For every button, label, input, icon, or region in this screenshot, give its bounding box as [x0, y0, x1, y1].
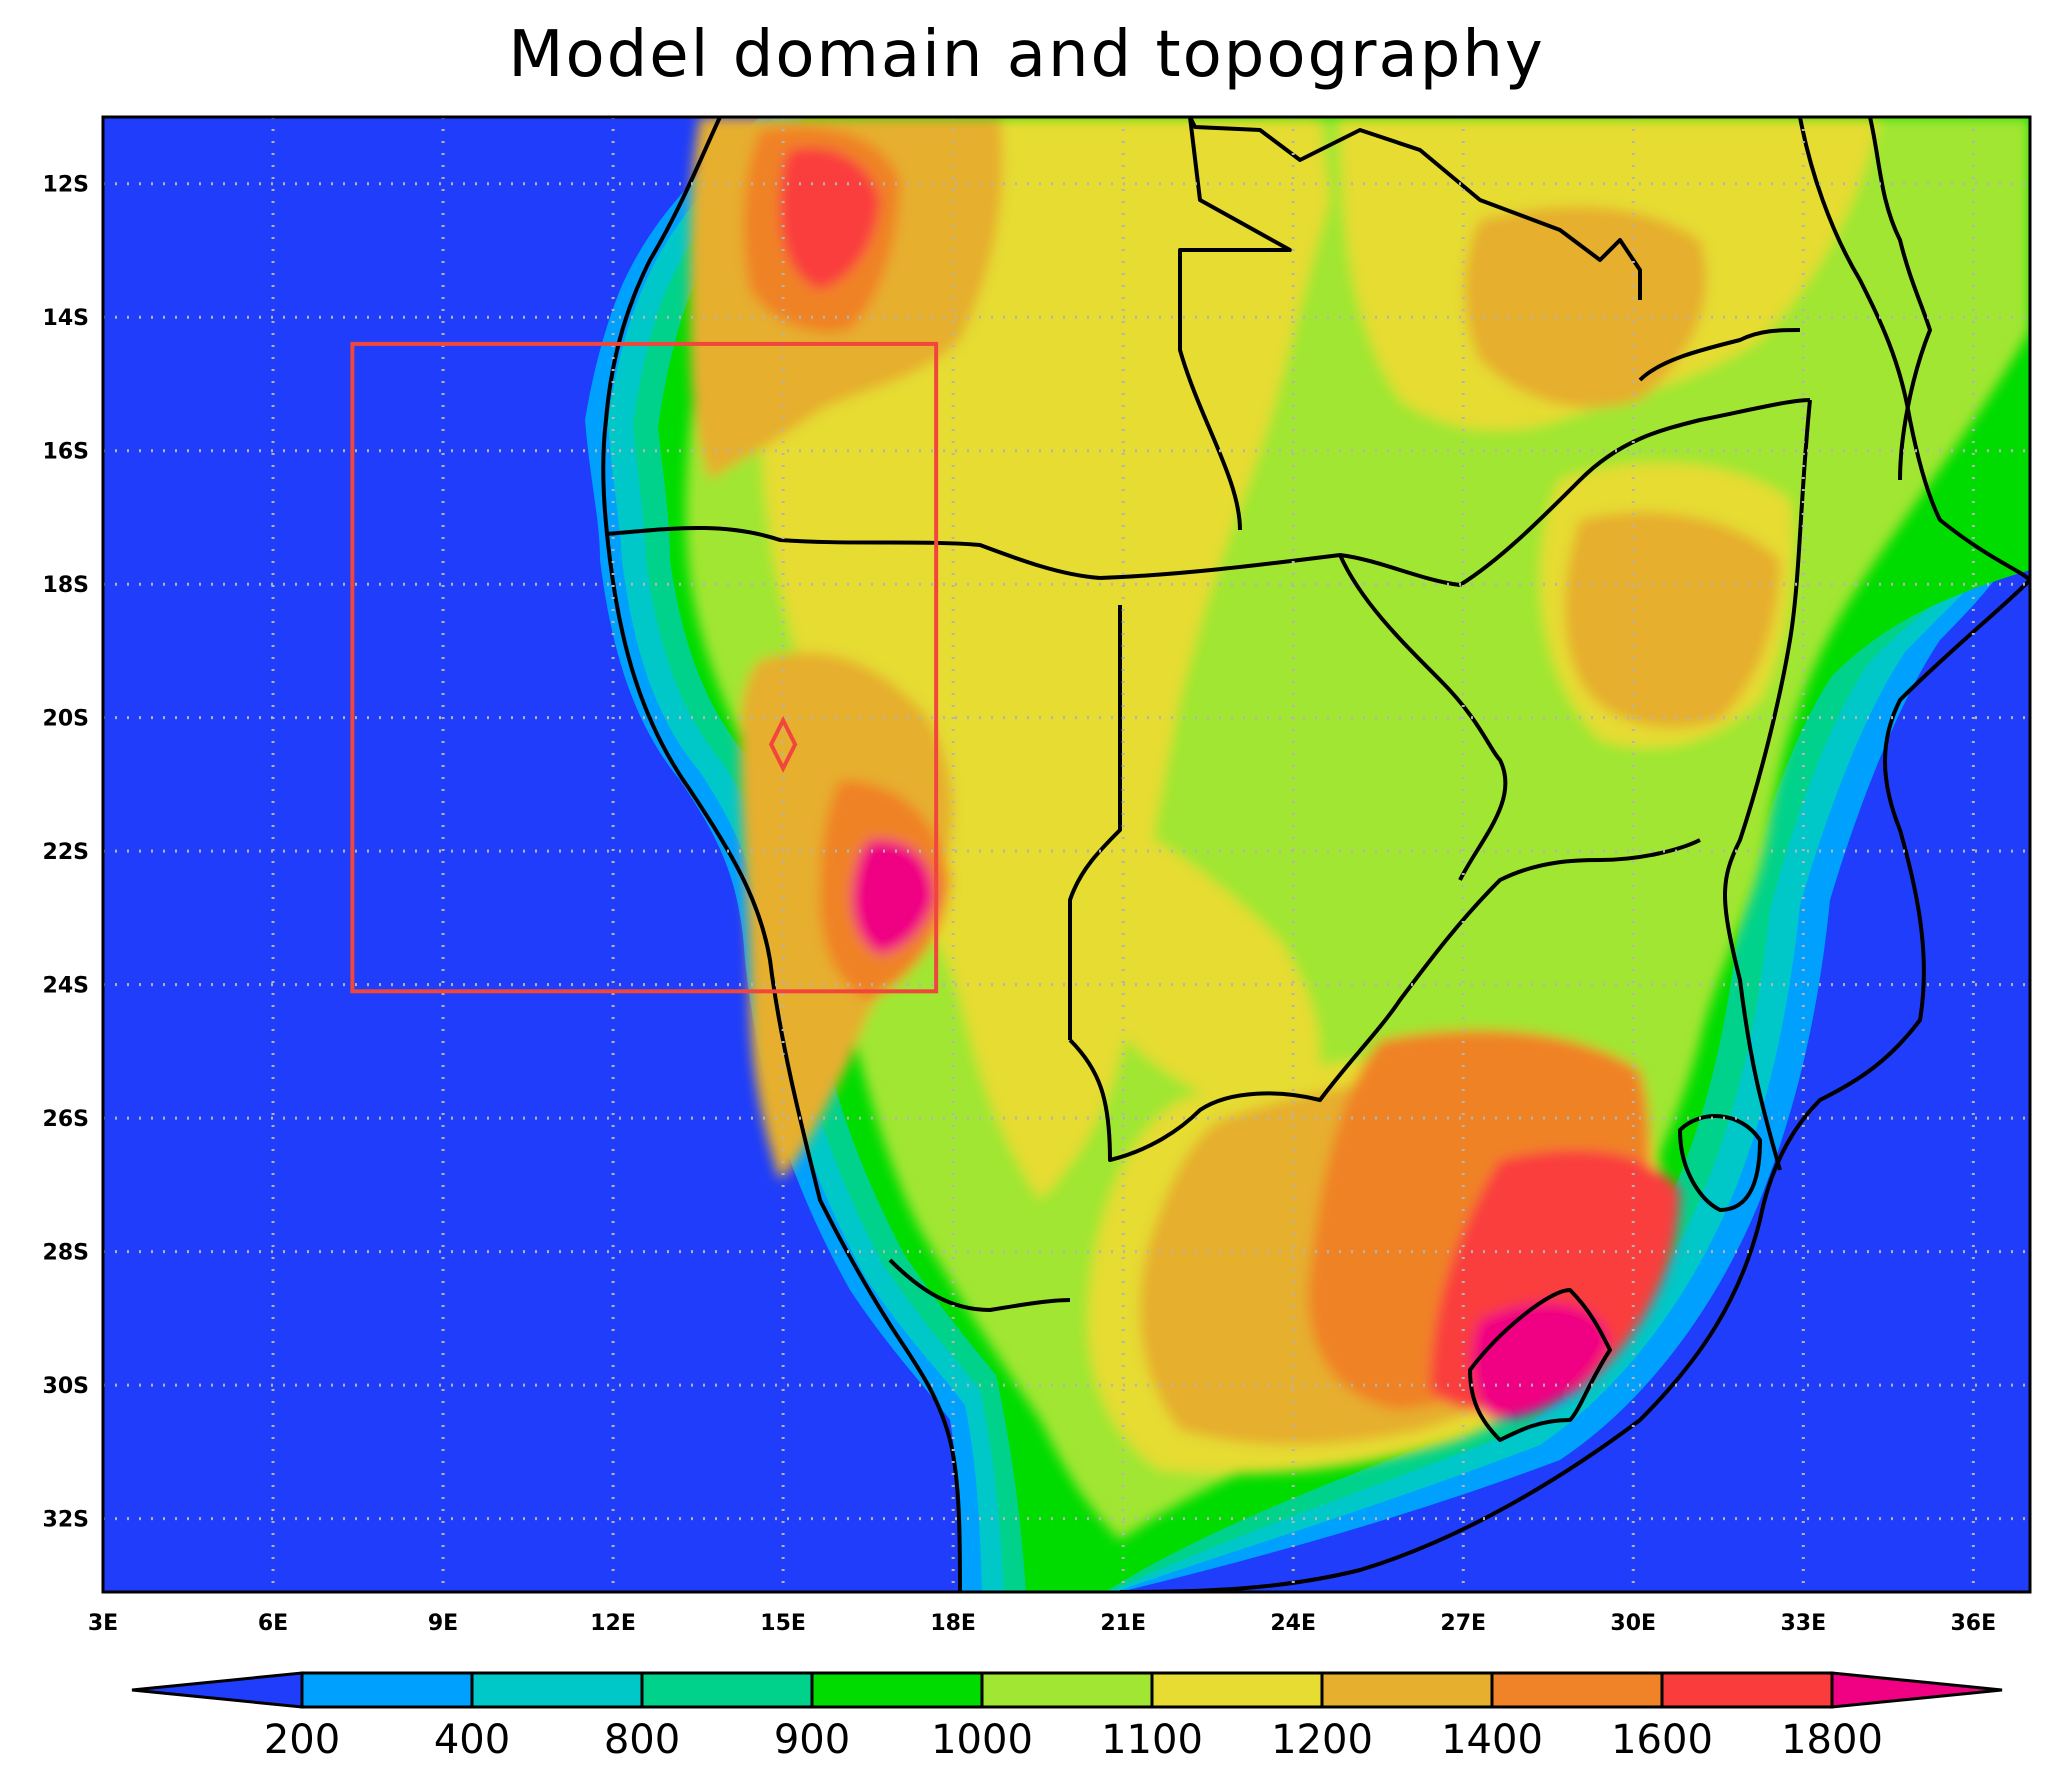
border-zambia-zimbabwe: [1458, 398, 1811, 587]
border-lake-malawi: [1638, 117, 1932, 481]
border-namibia-east: [1068, 605, 1122, 1040]
topo-1200: [760, 117, 1330, 1200]
lon-tick-label: 33E: [1780, 1611, 1826, 1636]
latitude-tick-labels: 12S 14S 16S 18S 20S 22S 24S 26S 28S 30S 32S: [43, 173, 89, 1533]
topo-1800-angola: [780, 147, 880, 290]
border-mozambique: [1723, 399, 1812, 1171]
country-borders: [601, 117, 2030, 1592]
colorbar-label: 400: [434, 1717, 510, 1763]
longitude-tick-labels: 3E 6E 9E 12E 15E 18E 21E 24E 27E 30E 33E 36E: [88, 1611, 1996, 1636]
lon-tick-label: 30E: [1610, 1611, 1656, 1636]
colorbar-label: 1800: [1781, 1717, 1883, 1763]
topo-1400-east: [1465, 206, 1707, 408]
lon-tick-label: 12E: [590, 1611, 636, 1636]
inner-domain-box: [350, 341, 939, 994]
border-namibia-botswana-north: [1099, 553, 1461, 587]
colorbar-label: 1400: [1441, 1717, 1543, 1763]
lat-tick-label: 30S: [43, 1374, 89, 1399]
lon-tick-label: 6E: [258, 1611, 288, 1636]
lat-tick-label: 32S: [43, 1508, 89, 1533]
site-marker-diamond: [768, 715, 798, 773]
colorbar-segment: [470, 1671, 644, 1709]
lat-tick-label: 14S: [43, 306, 89, 331]
lat-tick-label: 20S: [43, 707, 89, 732]
colorbar-segment: [980, 1671, 1154, 1709]
lat-tick-label: 16S: [43, 440, 89, 465]
lat-tick-label: 24S: [43, 974, 89, 999]
border-lesotho: [1468, 1288, 1612, 1442]
border-botswana-west: [1338, 554, 1508, 881]
border-angola-namibia: [604, 525, 1101, 580]
lat-tick-label: 28S: [43, 1241, 89, 1266]
lat-tick-label: 22S: [43, 840, 89, 865]
plot-frame: [101, 115, 2032, 1594]
border-swaziland: [1678, 1114, 1762, 1212]
colorbar-segment: [1490, 1671, 1664, 1709]
coastline-west: [601, 117, 962, 1592]
lon-tick-label: 27E: [1440, 1611, 1486, 1636]
border-botswana-south: [1068, 838, 1701, 1162]
colorbar-label: 800: [604, 1717, 680, 1763]
colorbar-segment: [300, 1671, 474, 1709]
colorbar-segment: [640, 1671, 814, 1709]
coastline-east: [1119, 117, 2030, 1592]
map-title: Model domain and topography: [508, 18, 1545, 92]
topo-1800-namibia: [851, 839, 935, 955]
colorbar: 200 400 800 900 1000 1100 1200 1400 1600 1800: [131, 1671, 2003, 1763]
lon-tick-label: 9E: [428, 1611, 458, 1636]
topo-1400-zimbabwe: [1565, 512, 1780, 728]
topo-1200-botswana: [1048, 800, 1320, 1108]
colorbar-label: 1200: [1271, 1717, 1373, 1763]
border-zambia-drc: [1178, 117, 1292, 531]
lon-tick-label: 36E: [1950, 1611, 1996, 1636]
colorbar-segment: [810, 1671, 984, 1709]
colorbar-segment: [1320, 1671, 1494, 1709]
colorbar-segment: [1150, 1671, 1324, 1709]
colorbar-label: 1100: [1101, 1717, 1203, 1763]
topography-layer: [585, 117, 2030, 1592]
lon-tick-label: 15E: [760, 1611, 806, 1636]
border-orange-river: [888, 1258, 1071, 1312]
lon-tick-label: 3E: [88, 1611, 118, 1636]
colorbar-segment: [1660, 1671, 1834, 1709]
lat-tick-label: 18S: [43, 573, 89, 598]
colorbar-high-triangle: [1830, 1671, 2003, 1709]
lon-tick-label: 24E: [1270, 1611, 1316, 1636]
colorbar-label: 900: [774, 1717, 850, 1763]
lat-tick-label: 12S: [43, 173, 89, 198]
lon-tick-label: 21E: [1100, 1611, 1146, 1636]
colorbar-low-triangle: [131, 1671, 304, 1709]
lat-tick-label: 26S: [43, 1107, 89, 1132]
border-north-drc: [1188, 117, 1642, 300]
colorbar-label: 1600: [1611, 1717, 1713, 1763]
lon-tick-label: 18E: [930, 1611, 976, 1636]
colorbar-label: 200: [264, 1717, 340, 1763]
colorbar-label: 1000: [931, 1717, 1033, 1763]
